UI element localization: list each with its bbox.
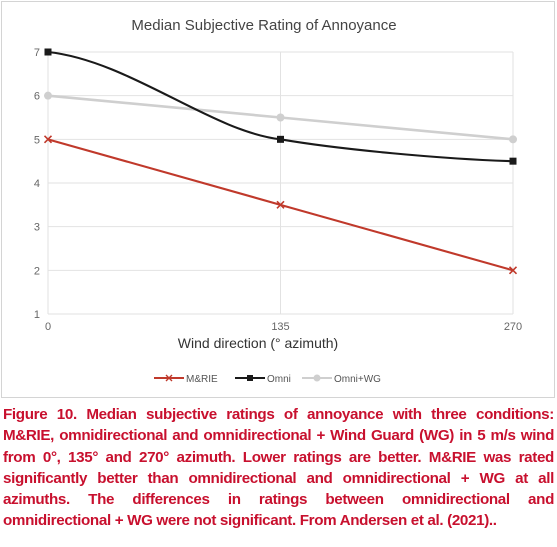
chart-panel: Median Subjective Rating of Annoyance 1 2 3… [1, 1, 555, 398]
x-tick-label-135: 135 [271, 321, 289, 333]
y-tick-label-3: 3 [34, 222, 40, 234]
x-axis-label: Wind direction (° azimuth) [178, 335, 338, 351]
data-point-omni-wg-135 [276, 113, 285, 122]
data-point-omni-wg-270 [509, 135, 517, 144]
legend-label-omni-wg: Omni+WG [334, 374, 381, 385]
y-tick-label-7: 7 [34, 47, 40, 59]
legend-marker-omni [247, 375, 253, 381]
y-tick-label-1: 1 [34, 309, 40, 321]
x-tick-label-0: 0 [45, 321, 51, 333]
x-tick-label-270: 270 [504, 321, 522, 333]
data-point-omni-wg-0 [44, 91, 52, 100]
y-tick-label-4: 4 [34, 178, 40, 190]
legend-marker-m-rie [165, 374, 173, 382]
data-point-m-rie-0 [43, 135, 53, 144]
y-tick-label-6: 6 [34, 91, 40, 103]
y-tick-label-5: 5 [34, 134, 40, 146]
chart-title: Median Subjective Rating of Annoyance [131, 17, 396, 34]
data-point-omni-0 [44, 48, 52, 56]
legend-label-omni: Omni [267, 374, 291, 385]
data-point-m-rie-270 [508, 266, 518, 275]
legend-marker-omni-wg [313, 374, 321, 382]
line-chart: Median Subjective Rating of Annoyance 1 2 3… [34, 17, 522, 385]
y-tick-label-2: 2 [34, 265, 40, 277]
data-point-m-rie-135 [276, 200, 285, 209]
figure-caption: Figure 10. Median subjective ratings of … [3, 406, 554, 530]
legend-label-m-rie: M&RIE [186, 374, 218, 385]
data-point-omni-270 [509, 157, 517, 165]
data-point-omni-135 [277, 135, 284, 143]
